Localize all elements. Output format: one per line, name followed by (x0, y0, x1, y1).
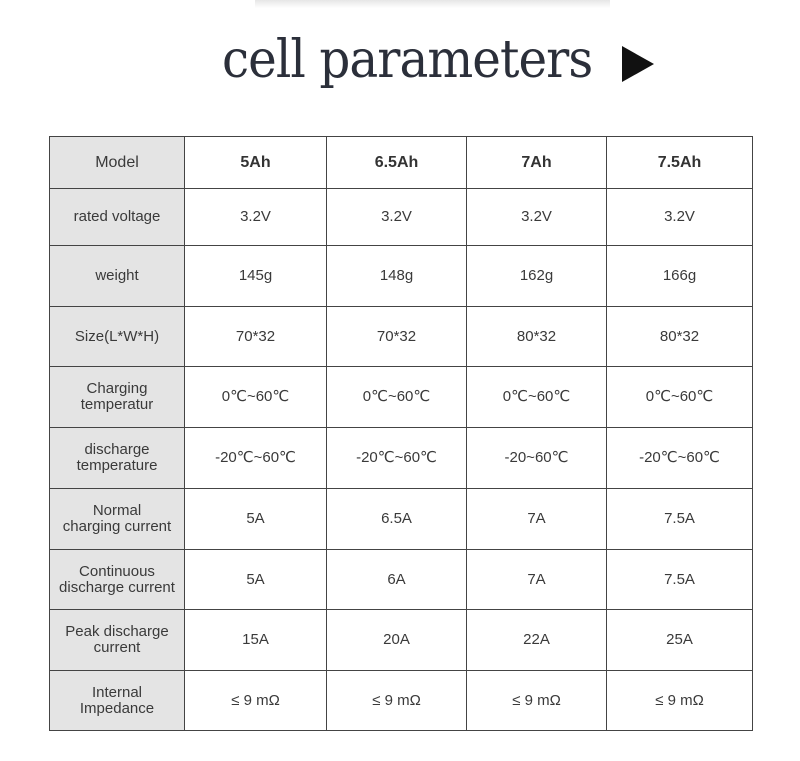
table-cell: 0℃~60℃ (606, 366, 753, 428)
table-row-rated-voltage: rated voltage 3.2V 3.2V 3.2V 3.2V (49, 188, 753, 246)
table-cell: 3.2V (606, 188, 753, 246)
table-cell: 3.2V (466, 188, 607, 246)
table-row-size: Size(L*W*H) 70*32 70*32 80*32 80*32 (49, 306, 753, 367)
table-cell: 70*32 (184, 306, 327, 367)
table-cell: 7A (466, 549, 607, 610)
table-header-row: Model 5Ah 6.5Ah 7Ah 7.5Ah (49, 136, 753, 189)
table-row-internal-impedance: Internal Impedance ≤ 9 mΩ ≤ 9 mΩ ≤ 9 mΩ ≤… (49, 670, 753, 731)
row-label-line-2: current (93, 639, 141, 656)
table-cell: 148g (326, 245, 467, 307)
table-cell: 166g (606, 245, 753, 307)
table-cell: 5A (184, 549, 327, 610)
table-cell: 162g (466, 245, 607, 307)
row-label-line-1: Continuous (79, 562, 155, 580)
row-label: weight (49, 245, 185, 307)
table-row-normal-charging-current: Normal charging current 5A 6.5A 7A 7.5A (49, 488, 753, 550)
row-label: discharge temperature (49, 427, 185, 489)
row-label-line-1: Internal (91, 683, 143, 701)
row-label-line-2: temperature (76, 457, 158, 474)
row-label-line-2: Impedance (79, 699, 155, 717)
table-cell: ≤ 9 mΩ (326, 670, 467, 731)
table-cell: 80*32 (466, 306, 607, 367)
cell-parameters-table: Model 5Ah 6.5Ah 7Ah 7.5Ah rated voltage … (49, 136, 753, 731)
row-label-line-2: charging current (62, 518, 172, 535)
row-label-line-1: Normal (92, 502, 142, 519)
header: cell parameters (0, 22, 800, 102)
table-cell: 145g (184, 245, 327, 307)
row-label: Normal charging current (49, 488, 185, 550)
row-label-line-1: discharge (84, 441, 150, 458)
table-row-peak-discharge-current: Peak discharge current 15A 20A 22A 25A (49, 609, 753, 671)
table-cell: -20~60℃ (466, 427, 607, 489)
table-cell: ≤ 9 mΩ (606, 670, 753, 731)
play-triangle-icon (622, 46, 654, 82)
table-cell: 0℃~60℃ (466, 366, 607, 428)
page-title: cell parameters (222, 30, 593, 90)
row-label-line-1: Peak discharge (65, 623, 169, 640)
table-cell: 3.2V (326, 188, 467, 246)
table-cell: 6A (326, 549, 467, 610)
table-cell: -20℃~60℃ (184, 427, 327, 489)
table-row-charging-temperature: Charging temperatur 0℃~60℃ 0℃~60℃ 0℃~60℃ … (49, 366, 753, 428)
table-cell: 7.5A (606, 488, 753, 550)
table-cell: 80*32 (606, 306, 753, 367)
table-cell: 70*32 (326, 306, 467, 367)
table-cell: 6.5A (326, 488, 467, 550)
table-cell: 0℃~60℃ (184, 366, 327, 428)
header-label-cell: Model (49, 136, 185, 189)
table-cell: 7A (466, 488, 607, 550)
table-cell: ≤ 9 mΩ (466, 670, 607, 731)
table-cell: 20A (326, 609, 467, 671)
table-row-weight: weight 145g 148g 162g 166g (49, 245, 753, 307)
table-row-continuous-discharge-current: Continuous discharge current 5A 6A 7A 7.5… (49, 549, 753, 610)
table-row-discharge-temperature: discharge temperature -20℃~60℃ -20℃~60℃ -… (49, 427, 753, 489)
table-cell: 25A (606, 609, 753, 671)
column-header-6-5ah: 6.5Ah (326, 136, 467, 189)
row-label: Internal Impedance (49, 670, 185, 731)
row-label-line-2: discharge current (59, 578, 175, 596)
table-cell: 7.5A (606, 549, 753, 610)
table-cell: 22A (466, 609, 607, 671)
column-header-5ah: 5Ah (184, 136, 327, 189)
row-label: Charging temperatur (49, 366, 185, 428)
column-header-7-5ah: 7.5Ah (606, 136, 753, 189)
table-cell: 5A (184, 488, 327, 550)
row-label: rated voltage (49, 188, 185, 246)
row-label-line-2: temperatur (80, 396, 154, 413)
column-header-7ah: 7Ah (466, 136, 607, 189)
row-label: Size(L*W*H) (49, 306, 185, 367)
table-cell: 0℃~60℃ (326, 366, 467, 428)
table-cell: -20℃~60℃ (606, 427, 753, 489)
row-label-line-1: Charging (86, 380, 148, 397)
row-label: Peak discharge current (49, 609, 185, 671)
row-label: Continuous discharge current (49, 549, 185, 610)
top-decorative-shadow (255, 0, 610, 8)
table-cell: 15A (184, 609, 327, 671)
table-cell: -20℃~60℃ (326, 427, 467, 489)
table-cell: 3.2V (184, 188, 327, 246)
table-cell: ≤ 9 mΩ (184, 670, 327, 731)
